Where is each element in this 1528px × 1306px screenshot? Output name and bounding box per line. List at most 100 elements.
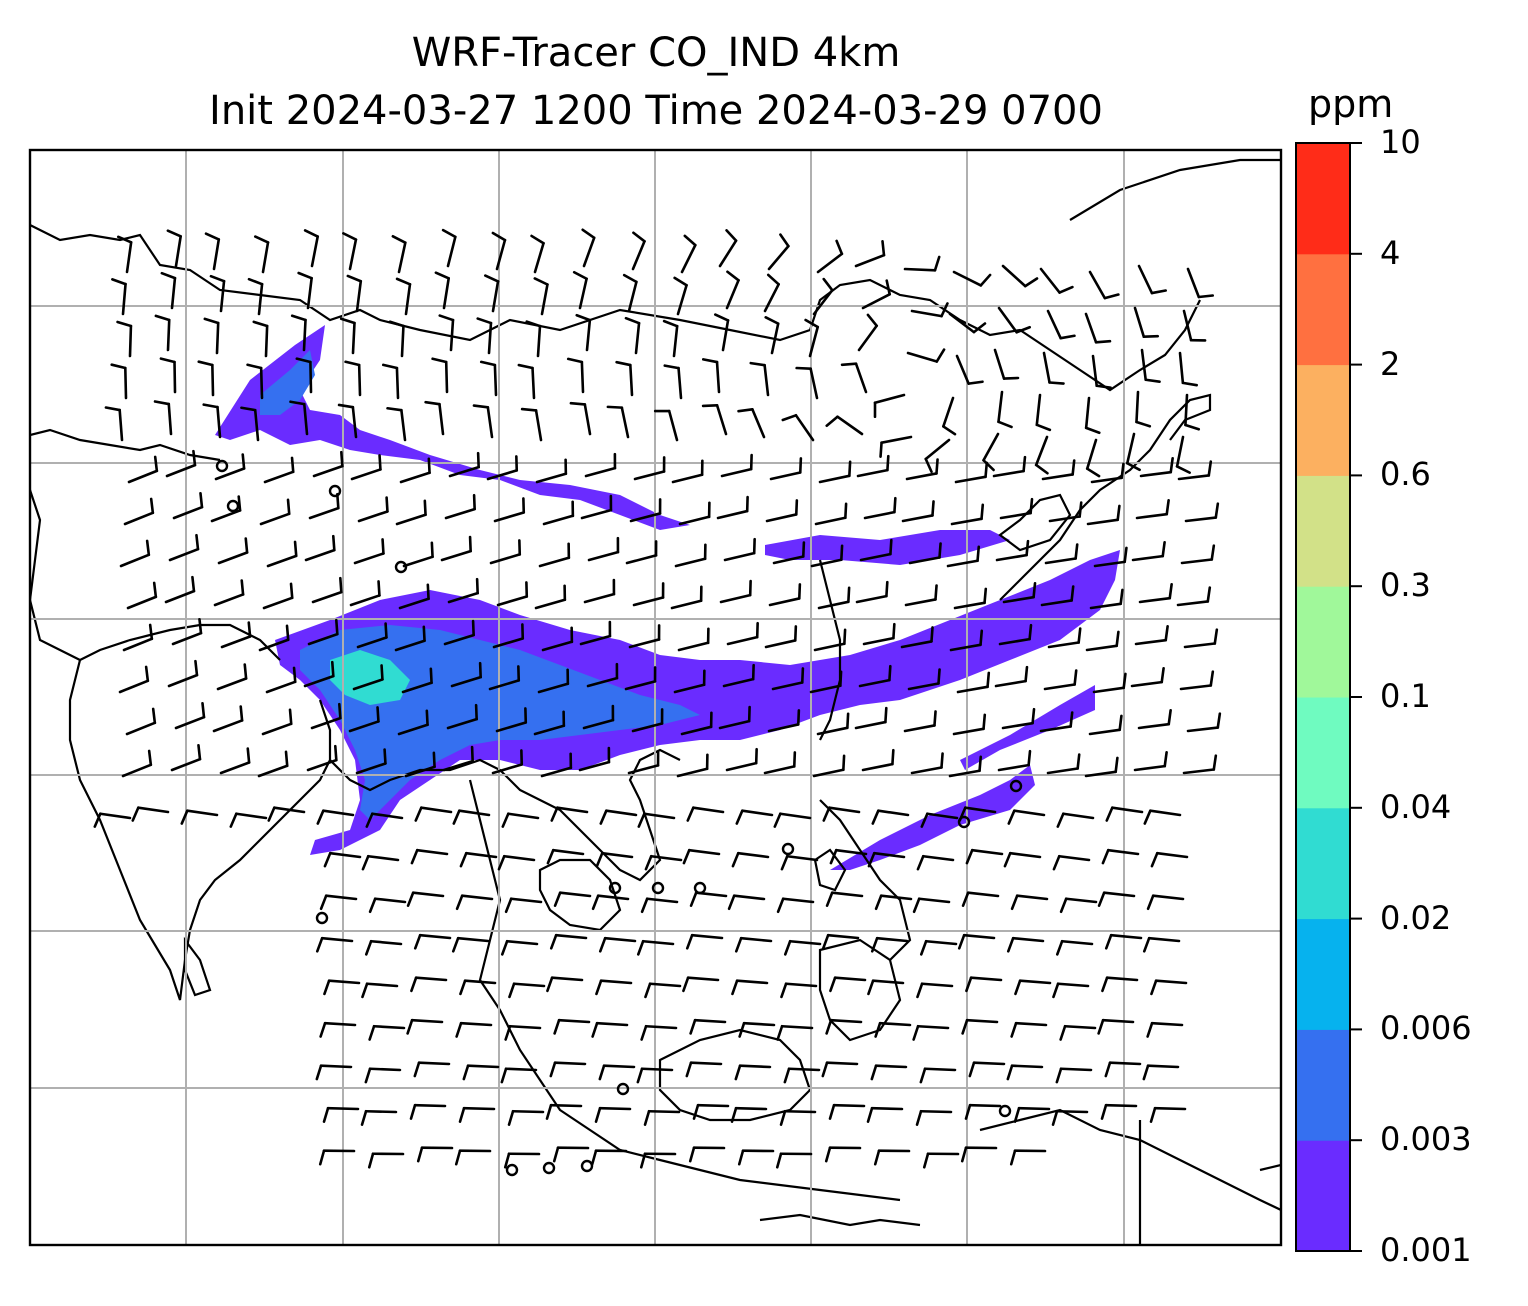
wind-barb [776, 897, 815, 914]
wind-barb [950, 503, 985, 526]
wind-barb [174, 701, 206, 730]
wind-barb [119, 539, 151, 568]
wind-barb [1182, 309, 1207, 342]
wind-barb [716, 495, 749, 520]
wind-barb [476, 317, 493, 355]
wind-barb [910, 752, 944, 775]
wind-barb [360, 1109, 398, 1126]
wind-barb [1043, 669, 1078, 691]
wind-barb [825, 415, 864, 436]
wind-barb [598, 1064, 636, 1081]
wind-barb [631, 708, 664, 733]
wind-barb [337, 403, 358, 439]
wind-barb [364, 1067, 402, 1084]
wind-barb [737, 1149, 775, 1166]
wind-barb [1013, 1106, 1051, 1123]
colorbar-tick-label: 0.1 [1380, 677, 1431, 715]
calm-marker [1009, 779, 1023, 793]
wind-barb [263, 456, 295, 484]
wind-barb [1059, 897, 1098, 914]
wind-barb [450, 661, 482, 688]
colorbar-block [1296, 475, 1350, 587]
wind-barb [295, 357, 313, 394]
wind-barb [553, 1018, 591, 1035]
colorbar-block [1296, 586, 1350, 698]
wind-barb [1150, 979, 1188, 996]
wind-barb [765, 499, 799, 523]
wind-barb [1142, 1064, 1180, 1081]
wind-barb [1006, 936, 1045, 953]
wind-barbs [93, 228, 1222, 1169]
colorbar-tick-label: 0.006 [1380, 1009, 1472, 1048]
wind-barb [1140, 348, 1161, 384]
wind-barb [920, 812, 959, 828]
wind-barb [767, 233, 790, 271]
wind-barb [258, 624, 290, 652]
wind-barb [829, 976, 867, 993]
wind-barb [424, 400, 445, 436]
wind-barb [783, 1067, 821, 1084]
wind-barb [901, 500, 935, 523]
wind-barb [180, 809, 219, 825]
wind-barb [903, 255, 941, 272]
wind-barb [581, 228, 596, 268]
wind-barb [1146, 1021, 1184, 1038]
calm-marker [394, 560, 408, 574]
wind-barb [873, 393, 906, 419]
wind-barb [170, 743, 202, 772]
wind-barb [1084, 396, 1101, 435]
wind-barb [859, 538, 893, 562]
wind-barb [636, 939, 675, 956]
wind-barb [1101, 976, 1139, 993]
wind-barb [829, 848, 868, 865]
wind-barb [965, 976, 1003, 993]
wind-barb [768, 583, 802, 607]
wind-barb [1034, 435, 1049, 475]
wind-barb [361, 982, 399, 999]
wind-barb [677, 627, 710, 652]
wind-barb [489, 539, 522, 565]
wind-barb [1176, 586, 1212, 607]
wind-barb [368, 1024, 406, 1041]
colorbar-block [1296, 143, 1350, 255]
wind-barb [992, 455, 1027, 478]
wind-barb [318, 1149, 356, 1166]
colorbar-block [1296, 364, 1350, 476]
wind-barb [459, 851, 498, 868]
wind-barb [416, 1146, 454, 1163]
wind-barb [622, 273, 638, 313]
wind-barb [960, 1146, 998, 1163]
wind-barb [1055, 1067, 1093, 1084]
wind-barb [814, 502, 848, 526]
wind-barb [671, 459, 704, 484]
wind-barb [810, 544, 844, 568]
wind-barb [1085, 438, 1101, 478]
wind-barb [582, 704, 615, 730]
wind-barb [444, 493, 476, 520]
wind-barb [828, 1103, 866, 1120]
wind-barb [413, 1061, 451, 1078]
wind-barb [534, 584, 567, 610]
wind-barb [580, 494, 613, 520]
wind-barb [637, 812, 676, 828]
wind-barb [1135, 390, 1152, 428]
wind-barb [862, 622, 896, 646]
wind-barb [440, 535, 472, 562]
wind-barb [879, 435, 913, 458]
wind-barb [718, 705, 751, 730]
wind-barb [171, 617, 203, 646]
wind-barb [997, 749, 1032, 772]
wind-barb [1088, 270, 1120, 300]
wind-barb [595, 979, 633, 996]
wind-barb [763, 273, 780, 313]
wind-barb [726, 621, 759, 646]
wind-barb [541, 626, 574, 652]
wind-barb [413, 933, 452, 950]
wind-barb [395, 277, 412, 316]
wind-barb [727, 894, 766, 911]
wind-barb [220, 621, 252, 649]
calm-marker [215, 459, 229, 473]
wind-barb [1100, 1103, 1138, 1120]
wind-barb [1182, 754, 1218, 775]
wind-barb [381, 363, 400, 400]
